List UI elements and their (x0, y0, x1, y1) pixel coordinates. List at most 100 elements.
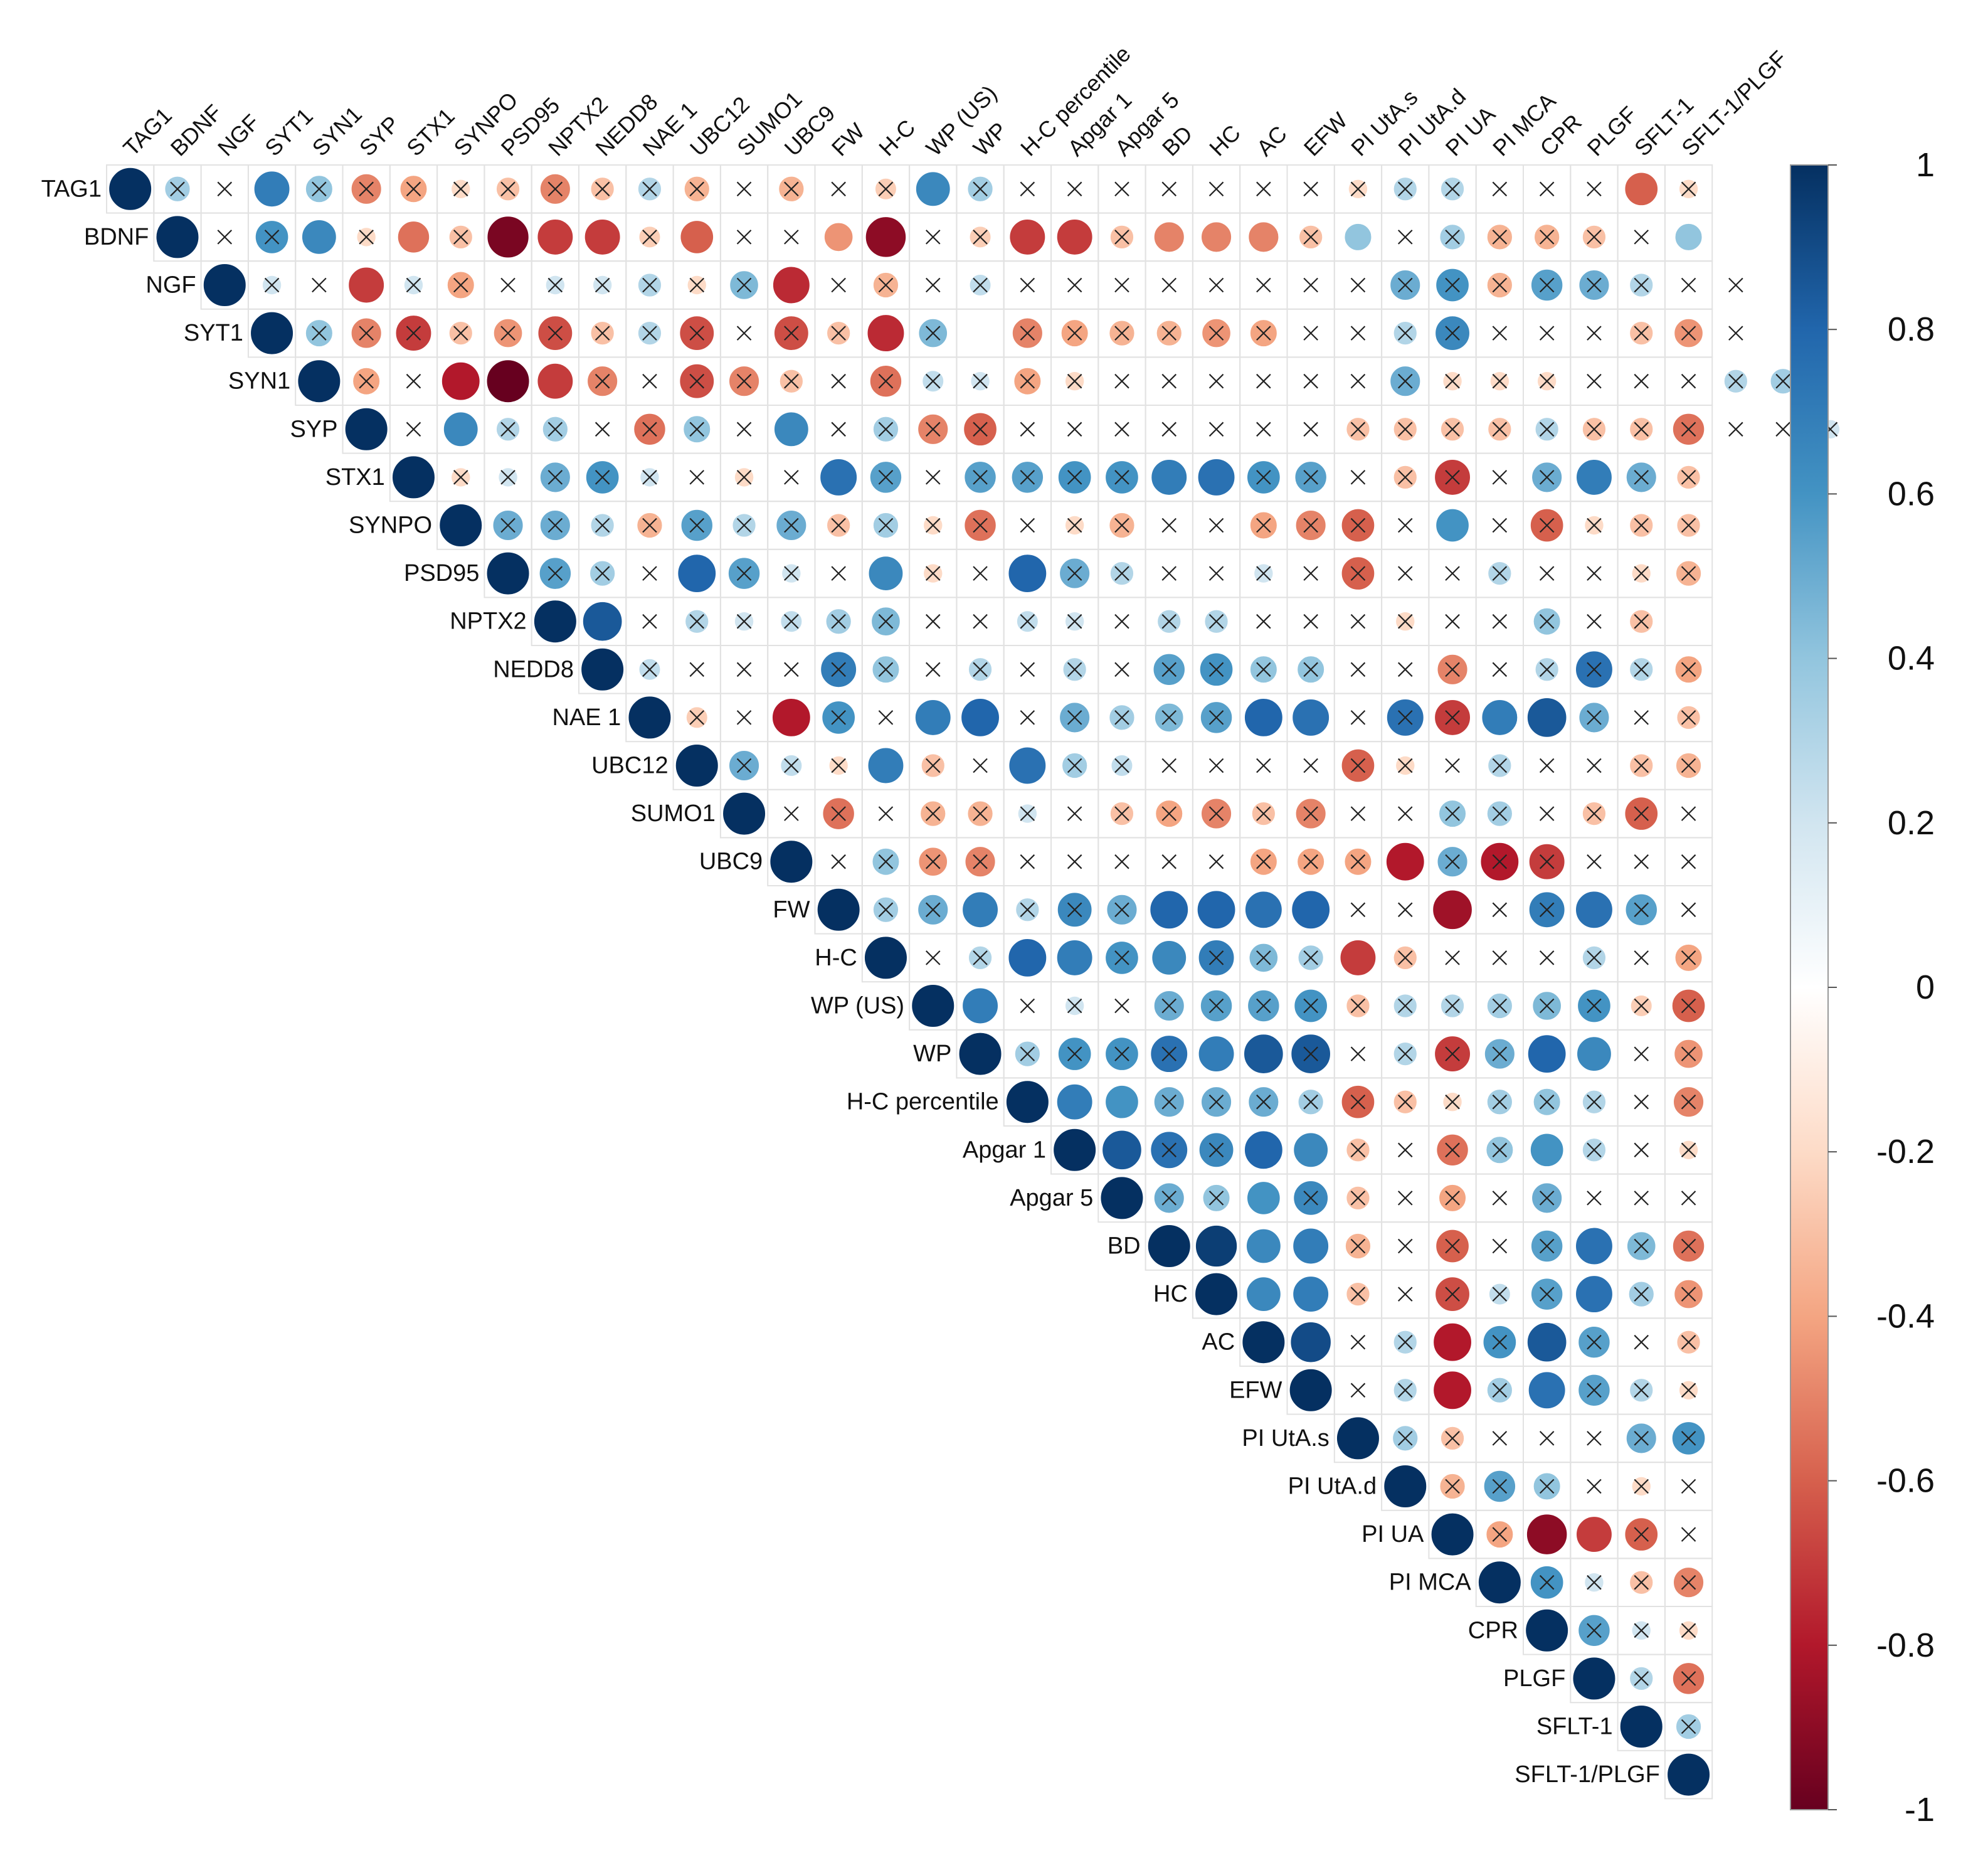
correlation-circle (675, 744, 719, 787)
nonsignificant-cross (595, 470, 610, 485)
correlation-circle (1291, 890, 1331, 930)
correlation-circle (1385, 842, 1425, 881)
nonsignificant-cross (547, 326, 563, 341)
grid-cell (956, 308, 1005, 358)
nonsignificant-cross (1681, 710, 1696, 725)
nonsignificant-cross (642, 181, 657, 197)
nonsignificant-cross (1492, 1238, 1508, 1254)
nonsignificant-cross (1114, 518, 1129, 533)
nonsignificant-cross (1303, 373, 1318, 389)
nonsignificant-cross (1634, 1238, 1649, 1254)
nonsignificant-cross (1634, 1671, 1649, 1686)
correlation-circle (344, 407, 388, 451)
nonsignificant-cross (500, 518, 516, 533)
nonsignificant-cross (1492, 902, 1508, 918)
nonsignificant-cross (1350, 181, 1366, 197)
nonsignificant-cross (1492, 1046, 1508, 1061)
nonsignificant-cross (1634, 1142, 1649, 1158)
nonsignificant-cross (1020, 613, 1035, 629)
correlation-circle (1292, 698, 1330, 736)
nonsignificant-cross (1020, 662, 1035, 677)
nonsignificant-cross (1492, 1527, 1508, 1542)
nonsignificant-cross (736, 518, 752, 533)
nonsignificant-cross (1350, 998, 1366, 1014)
correlation-circle (1247, 1181, 1281, 1215)
correlation-circle (250, 311, 294, 355)
nonsignificant-cross (1208, 806, 1224, 821)
nonsignificant-cross (1681, 1431, 1696, 1446)
nonsignificant-cross (784, 373, 799, 389)
correlation-circle (297, 359, 341, 403)
nonsignificant-cross (1539, 1478, 1555, 1494)
nonsignificant-cross (1114, 373, 1129, 389)
nonsignificant-cross (1208, 326, 1224, 341)
nonsignificant-cross (831, 566, 846, 581)
nonsignificant-cross (1681, 373, 1696, 389)
nonsignificant-cross (1303, 613, 1318, 629)
nonsignificant-cross (1397, 950, 1413, 965)
nonsignificant-cross (500, 422, 516, 437)
correlation-circle (1575, 1227, 1613, 1265)
nonsignificant-cross (547, 566, 563, 581)
nonsignificant-cross (831, 758, 846, 773)
nonsignificant-cross (1587, 950, 1602, 965)
nonsignificant-cross (1350, 470, 1366, 485)
nonsignificant-cross (1350, 277, 1366, 293)
correlation-circle (1530, 1133, 1564, 1167)
correlation-circle (1293, 1132, 1329, 1168)
nonsignificant-cross (1492, 854, 1508, 869)
correlation-circle (581, 647, 625, 691)
correlation-circle (1100, 1176, 1144, 1220)
correlation-circle (1336, 1416, 1380, 1460)
nonsignificant-cross (1587, 1191, 1602, 1206)
nonsignificant-cross (1208, 566, 1224, 581)
nonsignificant-cross (217, 181, 233, 197)
nonsignificant-cross (1397, 1238, 1413, 1254)
nonsignificant-cross (925, 277, 941, 293)
correlation-circle (1244, 698, 1283, 737)
colorbar-tick-label: -0.8 (1876, 1627, 1935, 1664)
nonsignificant-cross (1256, 1094, 1271, 1110)
nonsignificant-cross (1539, 277, 1555, 293)
nonsignificant-cross (1539, 373, 1555, 389)
correlation-circle (1293, 1228, 1330, 1265)
row-label: NPTX2 (450, 608, 526, 635)
correlation-circle (1433, 1371, 1472, 1410)
nonsignificant-cross (1634, 758, 1649, 773)
nonsignificant-cross (925, 518, 941, 533)
nonsignificant-cross (1303, 1046, 1318, 1061)
correlation-circle (769, 840, 813, 884)
nonsignificant-cross (1067, 518, 1082, 533)
nonsignificant-cross (1681, 1046, 1696, 1061)
nonsignificant-cross (1634, 998, 1649, 1014)
grid-cell (1664, 1749, 1713, 1800)
nonsignificant-cross (973, 854, 988, 869)
nonsignificant-cross (1397, 710, 1413, 725)
nonsignificant-cross (1681, 1478, 1696, 1494)
correlation-circle (958, 1032, 1002, 1076)
nonsignificant-cross (1350, 613, 1366, 629)
nonsignificant-cross (784, 181, 799, 197)
nonsignificant-cross (1445, 566, 1460, 581)
row-label: Apgar 5 (1010, 1185, 1093, 1211)
nonsignificant-cross (642, 566, 657, 581)
column-label: BD (1157, 120, 1197, 161)
correlation-circle (1526, 1322, 1567, 1362)
nonsignificant-cross (1350, 1191, 1366, 1206)
nonsignificant-cross (1492, 518, 1508, 533)
nonsignificant-cross (1634, 1383, 1649, 1398)
nonsignificant-cross (1397, 902, 1413, 918)
nonsignificant-cross (973, 613, 988, 629)
nonsignificant-cross (1020, 854, 1035, 869)
nonsignificant-cross (1728, 422, 1743, 437)
correlation-circle (680, 220, 714, 254)
nonsignificant-cross (1445, 1094, 1460, 1110)
nonsignificant-cross (1492, 662, 1508, 677)
nonsignificant-cross (1397, 613, 1413, 629)
correlation-circle (1575, 891, 1613, 929)
nonsignificant-cross (1492, 470, 1508, 485)
nonsignificant-cross (500, 181, 516, 197)
correlation-circle (1619, 1705, 1663, 1748)
nonsignificant-cross (1539, 1094, 1555, 1110)
nonsignificant-cross (1634, 1046, 1649, 1061)
